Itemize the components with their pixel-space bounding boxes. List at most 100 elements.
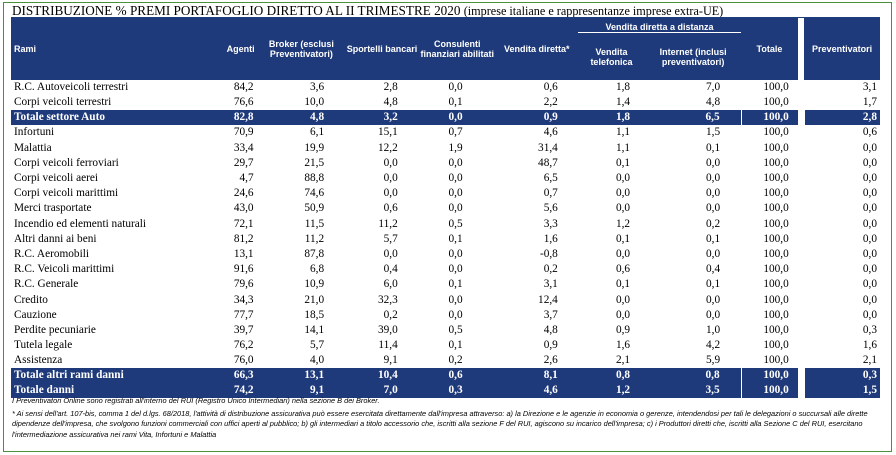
cell-internet: 0,0 — [706, 202, 721, 215]
cell-vendita-diretta: 48,7 — [538, 156, 558, 169]
cell-vendita-diretta: 0,9 — [495, 110, 578, 126]
cell-consulenti: 0,0 — [418, 110, 496, 126]
col-header-vendita-diretta: Vendita diretta* — [495, 18, 578, 80]
cell-agenti: 81,2 — [233, 232, 254, 245]
cell-broker: 74,6 — [304, 187, 325, 200]
cell-consulenti: 0,1 — [448, 339, 463, 352]
cell-broker: 11,5 — [304, 217, 325, 230]
cell-vendita-telefonica: 0,9 — [615, 323, 631, 336]
cell-vendita-diretta: 5,6 — [543, 202, 558, 215]
cell-vendita-diretta: 0,2 — [543, 263, 558, 276]
cell-totale: 100,0 — [763, 232, 789, 245]
cell-preventivatori: 0,3 — [862, 323, 877, 336]
cell-totale: 100,0 — [763, 354, 789, 367]
table-row: Merci trasportate 43,0 50,9 0,6 0,0 5,6 0,0 0,0… — [11, 201, 880, 217]
cell-vendita-diretta: 0,9 — [543, 339, 558, 352]
cell-internet: 0,1 — [706, 278, 721, 291]
cell-consulenti: 0,0 — [448, 202, 463, 215]
cell-agenti: 33,4 — [233, 141, 254, 154]
cell-vendita-telefonica: 1,8 — [577, 110, 646, 126]
cell-preventivatori: 2,8 — [803, 110, 880, 126]
total-row: Totale danni 74,2 9,1 7,0 0,3 4,6 1,2 3,5 100,0 1… — [11, 383, 880, 399]
cell-sportelli: 0,6 — [383, 202, 398, 215]
cell-vendita-telefonica: 1,2 — [615, 217, 631, 230]
table-row: Tutela legale 76,2 5,7 11,4 0,1 0,9 1,6 4,2 100,… — [11, 338, 880, 354]
cell-broker: 6,8 — [310, 263, 325, 276]
cell-internet: 3,5 — [645, 383, 742, 399]
cell-preventivatori: 0,0 — [862, 156, 877, 169]
cell-vendita-diretta: 4,8 — [543, 323, 558, 336]
cell-sportelli: 10,4 — [345, 368, 419, 384]
cell-internet: 0,0 — [706, 172, 721, 185]
cell-vendita-diretta: 6,5 — [543, 172, 558, 185]
row-label: Totale settore Auto — [11, 110, 194, 126]
cell-totale: 100,0 — [763, 323, 789, 336]
cell-totale: 100,0 — [763, 263, 789, 276]
cell-internet: 0,0 — [706, 308, 721, 321]
cell-vendita-telefonica: 0,6 — [615, 263, 631, 276]
row-label: Altri danni ai beni — [14, 232, 97, 245]
cell-preventivatori: 1,6 — [862, 339, 877, 352]
cell-sportelli: 0,2 — [383, 308, 398, 321]
table-row: R.C. Generale 79,6 10,9 6,0 0,1 3,1 0,1 0,1 100,… — [11, 277, 880, 293]
cell-totale: 100,0 — [763, 81, 789, 94]
cell-totale: 100,0 — [763, 172, 789, 185]
cell-totale: 100,0 — [763, 202, 789, 215]
cell-broker: 4,0 — [310, 354, 325, 367]
cell-vendita-diretta: 12,4 — [538, 293, 558, 306]
col-header-vendita-telefonica: Vendita telefonica — [577, 32, 646, 80]
cell-vendita-telefonica: 1,6 — [615, 339, 631, 352]
row-label: Totale danni — [11, 383, 194, 399]
cell-consulenti: 0,5 — [448, 217, 463, 230]
footnotes: I Preventivatori Online sono registrati … — [12, 396, 874, 440]
row-label: Assistenza — [14, 354, 63, 367]
row-label: Tutela legale — [14, 339, 73, 352]
cell-sportelli: 5,7 — [383, 232, 398, 245]
cell-agenti: 66,3 — [193, 368, 258, 384]
cell-internet: 4,2 — [706, 339, 721, 352]
cell-totale: 100,0 — [740, 368, 798, 384]
column-gap — [797, 246, 805, 263]
table-title: DISTRIBUZIONE % PREMI PORTAFOGLIO DIRETT… — [12, 3, 723, 19]
cell-broker: 50,9 — [304, 202, 325, 215]
table-row: R.C. Veicoli marittimi 91,6 6,8 0,4 0,0 0,2 0,… — [11, 262, 880, 278]
column-gap — [797, 186, 805, 202]
cell-vendita-diretta: 2,2 — [543, 96, 558, 109]
column-gap — [797, 322, 805, 338]
cell-sportelli: 0,0 — [383, 172, 398, 185]
cell-totale: 100,0 — [763, 308, 789, 321]
cell-consulenti: 0,0 — [448, 172, 463, 185]
cell-agenti: 91,6 — [233, 263, 254, 276]
cell-totale: 100,0 — [740, 383, 798, 399]
figure-frame — [3, 2, 892, 452]
column-gap — [797, 231, 805, 247]
cell-preventivatori: 0,3 — [803, 368, 880, 384]
cell-agenti: 13,1 — [233, 247, 254, 260]
cell-consulenti: 0,0 — [448, 247, 463, 260]
column-gap — [797, 307, 805, 323]
col-header-preventivatori: Preventivatori — [804, 18, 880, 80]
cell-broker: 14,1 — [304, 323, 325, 336]
table-header: Rami Agenti Broker (esclusi Preventivato… — [11, 18, 880, 80]
cell-preventivatori: 1,7 — [862, 96, 877, 109]
cell-broker: 3,6 — [310, 81, 325, 94]
column-gap — [797, 277, 805, 293]
cell-broker: 18,5 — [304, 308, 325, 321]
row-label: Infortuni — [14, 126, 55, 139]
cell-preventivatori: 0,0 — [862, 141, 877, 154]
cell-totale: 100,0 — [763, 126, 789, 139]
cell-consulenti: 0,1 — [448, 96, 463, 109]
cell-consulenti: 1,9 — [448, 141, 463, 154]
cell-internet: 1,0 — [706, 323, 721, 336]
cell-consulenti: 0,0 — [448, 187, 463, 200]
cell-agenti: 76,6 — [233, 96, 254, 109]
cell-broker: 9,1 — [257, 383, 346, 399]
column-gap — [797, 368, 805, 384]
cell-vendita-diretta: 3,3 — [543, 217, 558, 230]
cell-agenti: 29,7 — [233, 156, 254, 169]
cell-vendita-telefonica: 0,0 — [615, 308, 631, 321]
row-label: Corpi veicoli marittimi — [14, 187, 119, 200]
column-gap — [797, 353, 805, 369]
col-header-internet: Internet (inclusi preventivatori) — [645, 32, 742, 80]
cell-vendita-diretta: 1,6 — [543, 232, 558, 245]
